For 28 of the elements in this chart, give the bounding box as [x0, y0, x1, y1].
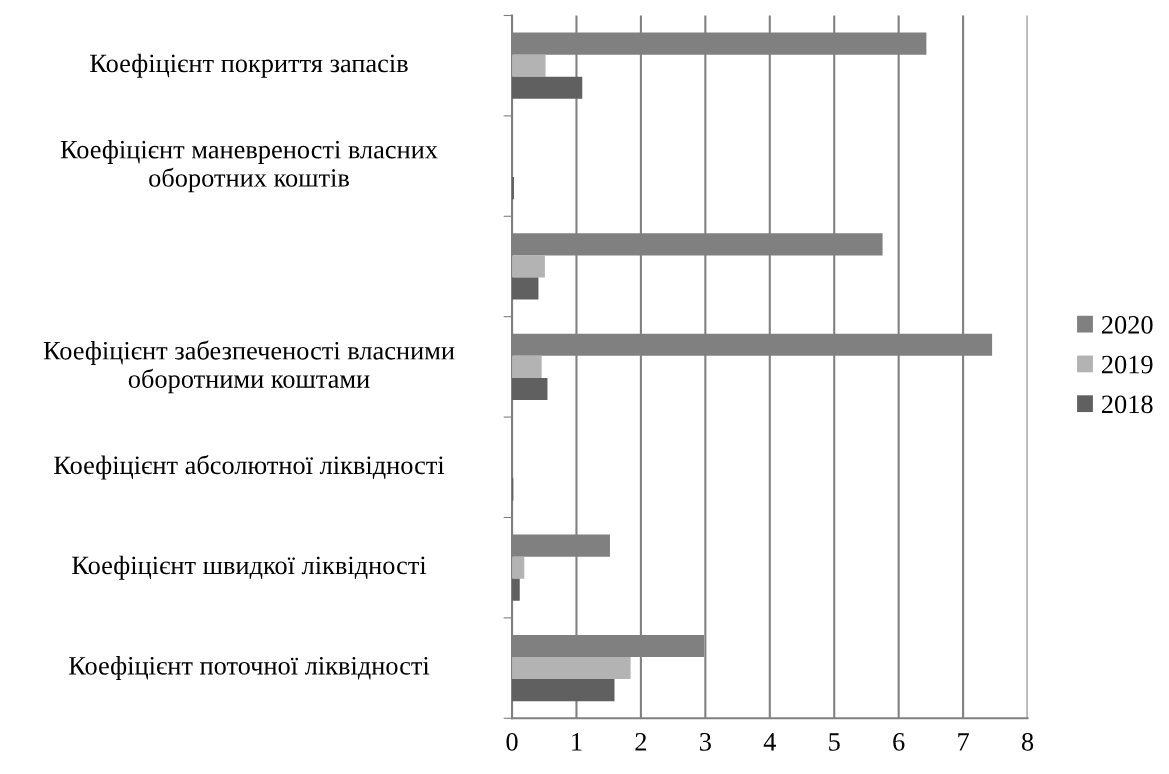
bar: [512, 556, 525, 579]
x-tick-label: 1: [572, 733, 582, 751]
bar: [512, 679, 615, 702]
y-tick-label: Коефіцієнт покриття запасів: [90, 53, 408, 78]
legend-label: 2020: [1101, 315, 1153, 334]
x-tick-label: 3: [700, 733, 711, 751]
legend-label: 2018: [1101, 395, 1153, 414]
bar: [512, 578, 520, 601]
x-tick-label: 0: [506, 732, 518, 751]
x-tick-label: 6: [893, 733, 905, 751]
legend-label: 2019: [1101, 355, 1153, 374]
x-tick-label: 4: [763, 733, 776, 751]
bar: [512, 377, 548, 401]
x-tick-label: 2: [635, 733, 647, 751]
bar: [512, 54, 546, 77]
y-tick-label: Коефіцієнт забезпеченості власними оборотними коштами: [43, 340, 455, 394]
x-tick-label: 5: [829, 733, 840, 751]
x-tick-label: 8: [1021, 732, 1034, 751]
bar: [512, 657, 631, 680]
bar: [512, 76, 583, 99]
y-tick-label: Коефіцієнт швидкої ліквідності: [72, 555, 427, 580]
y-tick-label: Коефіцієнт абсолютної ліквідності: [54, 455, 445, 480]
bar: [512, 277, 539, 300]
y-tick-label: Коефіцієнт маневреності власних оборотних коштів: [60, 139, 438, 193]
x-tick-label: 7: [958, 733, 969, 751]
bar: [512, 355, 542, 378]
bar: [512, 255, 545, 278]
y-tick-label: Коефіцієнт поточної ліквідності: [68, 656, 430, 681]
